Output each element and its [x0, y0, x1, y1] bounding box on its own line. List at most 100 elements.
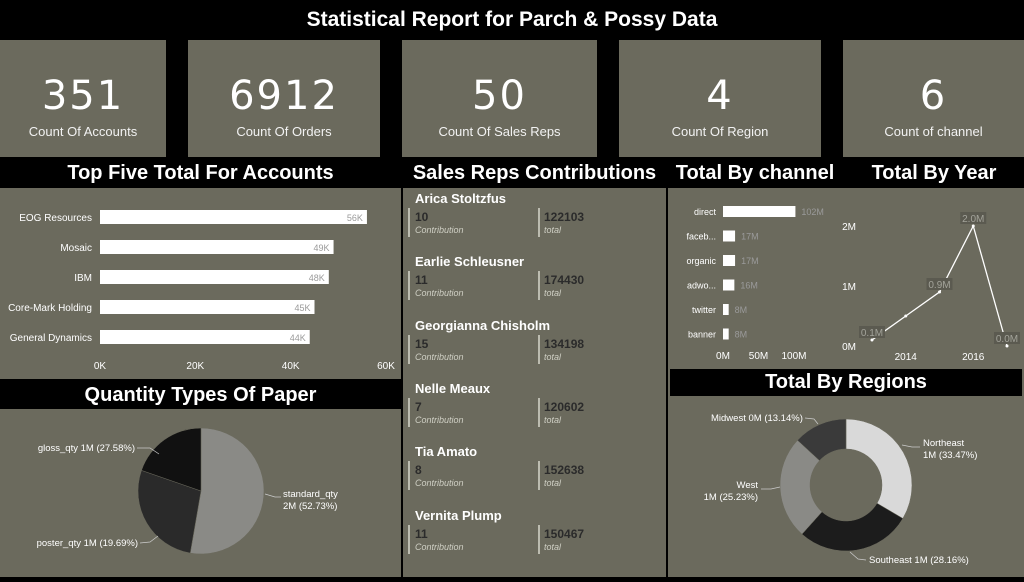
kpi-value: 50 [472, 73, 527, 119]
year-label-bg [859, 326, 885, 338]
year-point[interactable] [904, 314, 908, 318]
rep-contribution-label: Contribution [415, 225, 464, 235]
rep-total-label: total [544, 478, 562, 489]
year-label-bg [926, 278, 953, 290]
region-slice[interactable] [845, 418, 913, 519]
paper-panel: standard_qty 2M (52.73%) gloss_qty 1M (27.… [0, 409, 401, 577]
channel-label: faceb... [686, 232, 716, 242]
channel-bar[interactable] [723, 230, 736, 242]
channel-data-label: 8M [735, 305, 748, 315]
account-bar[interactable] [100, 240, 334, 254]
region-label-value: 1M (25.23%) [704, 492, 758, 503]
paper-label: gloss_qty 1M (27.58%) [38, 443, 135, 454]
channel-bar[interactable] [723, 255, 736, 266]
account-data-label: 56K [347, 213, 363, 223]
account-xtick: 0K [94, 361, 107, 372]
channel-label: twitter [692, 305, 716, 315]
rep-divider [538, 334, 540, 364]
region-leader [901, 444, 920, 448]
header-sales-reps: Sales Reps Contributions [403, 159, 666, 188]
channel-label: banner [688, 330, 716, 340]
paper-leader [139, 535, 159, 544]
paper-slice[interactable] [137, 470, 202, 554]
region-slice[interactable] [801, 502, 904, 552]
account-label: EOG Resources [19, 213, 92, 224]
channel-label: organic [686, 256, 716, 266]
channel-bar[interactable] [723, 304, 729, 315]
rep-total-label: total [544, 225, 562, 235]
kpi-value: 351 [41, 73, 125, 119]
header-by-year: Total By Year [844, 159, 1024, 188]
paper-slice[interactable] [141, 427, 202, 492]
header-top-accounts: Top Five Total For Accounts [0, 159, 401, 188]
kpi-value: 6 [919, 73, 948, 119]
rep-contribution-label: Contribution [415, 414, 464, 425]
channel-panel: direct 102M faceb... 17M organic 17M adwo... 16… [668, 188, 842, 367]
kpi-label: Count Of Orders [236, 124, 332, 139]
region-leader [761, 486, 781, 490]
channel-label: adwo... [687, 281, 716, 291]
rep-divider [538, 524, 540, 554]
region-label: Southeast 1M (28.16%) [869, 555, 969, 566]
account-data-label: 49K [314, 243, 330, 253]
account-label: Mosaic [60, 243, 92, 254]
rep-total-value: 120602 [544, 399, 585, 414]
kpi-card-sales-reps[interactable]: 50 Count Of Sales Reps [402, 40, 597, 157]
region-slice[interactable] [797, 418, 847, 461]
year-data-label: 0.9M [928, 280, 950, 291]
sales-rep-card[interactable]: Georgianna Chisholm 15 Contribution 134198 t… [406, 318, 599, 376]
year-ytick: 1M [842, 282, 856, 293]
sales-rep-card[interactable]: Nelle Meaux 7 Contribution 120602 total [406, 381, 599, 439]
kpi-label: Count Of Region [671, 124, 769, 139]
account-bar[interactable] [100, 300, 315, 314]
rep-total-value: 152638 [544, 463, 585, 478]
account-data-label: 44K [290, 333, 306, 343]
sales-rep-card[interactable]: Vernita Plump 11 Contribution 150467 total [406, 508, 599, 566]
channel-data-label: 16M [740, 281, 758, 291]
kpi-card-region[interactable]: 4 Count Of Region [619, 40, 821, 157]
year-label-bg [960, 212, 987, 224]
rep-name: Nelle Meaux [415, 380, 491, 396]
year-point[interactable] [971, 224, 975, 228]
rep-divider [538, 397, 540, 427]
channel-bar[interactable] [723, 328, 729, 340]
paper-slice[interactable] [189, 427, 265, 555]
rep-total-label: total [544, 541, 562, 552]
account-bar[interactable] [100, 270, 329, 284]
kpi-card-accounts[interactable]: 351 Count Of Accounts [0, 40, 166, 157]
year-data-label: 2.0M [962, 214, 984, 225]
year-point[interactable] [938, 290, 941, 294]
paper-leader [264, 493, 281, 498]
header-by-channel: Total By channel [668, 159, 842, 188]
sales-rep-card[interactable]: Tia Amato 8 Contribution 152638 total [406, 444, 599, 502]
top-accounts-chart: EOG Resources 56K Mosaic 49K IBM 48K Core-Mark… [8, 210, 395, 372]
year-point[interactable] [1005, 344, 1009, 348]
sales-rep-card[interactable]: Earlie Schleusner 11 Contribution 174430 tot… [406, 254, 599, 312]
rep-total-label: total [544, 414, 562, 425]
channel-data-label: 8M [735, 330, 748, 340]
account-bar[interactable] [100, 210, 367, 224]
rep-contribution-value: 10 [415, 210, 429, 224]
account-bar[interactable] [100, 330, 310, 344]
channel-bar[interactable] [723, 206, 796, 217]
channel-bar[interactable] [723, 279, 735, 291]
region-label: West [737, 480, 759, 491]
rep-divider [408, 524, 410, 554]
rep-name: Georgianna Chisholm [415, 317, 551, 333]
rep-total-value: 122103 [544, 210, 585, 224]
rep-divider [408, 397, 410, 427]
rep-total-value: 150467 [544, 526, 585, 541]
header-regions: Total By Regions [670, 369, 1022, 396]
channel-data-label: 17M [741, 232, 759, 242]
kpi-card-channel[interactable]: 6 Count of channel [843, 40, 1024, 157]
kpi-label: Count Of Sales Reps [438, 124, 561, 139]
year-data-label: 0.0M [996, 334, 1018, 345]
year-point[interactable] [870, 338, 874, 342]
rep-divider [408, 271, 410, 301]
kpi-card-orders[interactable]: 6912 Count Of Orders [188, 40, 380, 157]
year-chart: 0M 1M 2M 0.1M 0.9M 2.0M 0.0M 2014 2016 [842, 212, 1020, 363]
regions-panel: Northeast 1M (33.47%) Southeast 1M (28.16%… [668, 367, 1024, 577]
sales-rep-card[interactable]: Arica Stoltzfus 10 Contribution 122103 total [406, 191, 599, 249]
